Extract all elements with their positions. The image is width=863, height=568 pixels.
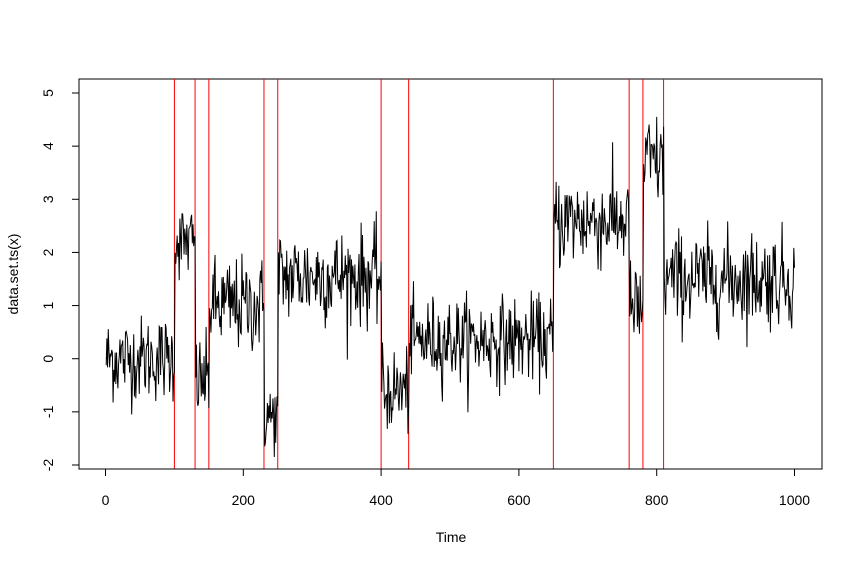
x-tick-label: 800 xyxy=(645,492,669,508)
y-axis-label: data.set.ts(x) xyxy=(5,234,21,315)
y-axis: -2 -1 0 1 2 3 4 5 xyxy=(40,89,80,472)
y-tick-label: 5 xyxy=(40,89,56,97)
x-tick-label: 1000 xyxy=(779,492,810,508)
x-tick-label: 600 xyxy=(507,492,531,508)
y-tick-label: -2 xyxy=(40,459,56,472)
y-tick-label: 1 xyxy=(40,301,56,309)
x-tick-label: 200 xyxy=(232,492,256,508)
x-axis-label: Time xyxy=(436,529,467,545)
changepoint-lines xyxy=(173,79,665,469)
y-tick-label: 3 xyxy=(40,195,56,203)
y-tick-label: 4 xyxy=(40,142,56,150)
y-tick-label: 2 xyxy=(40,248,56,256)
series-line xyxy=(105,116,795,458)
x-tick-label: 0 xyxy=(102,492,110,508)
x-axis: 0 200 400 600 800 1000 xyxy=(102,468,810,508)
x-tick-label: 400 xyxy=(369,492,393,508)
y-tick-label: -1 xyxy=(40,405,56,418)
y-tick-label: 0 xyxy=(40,355,56,363)
